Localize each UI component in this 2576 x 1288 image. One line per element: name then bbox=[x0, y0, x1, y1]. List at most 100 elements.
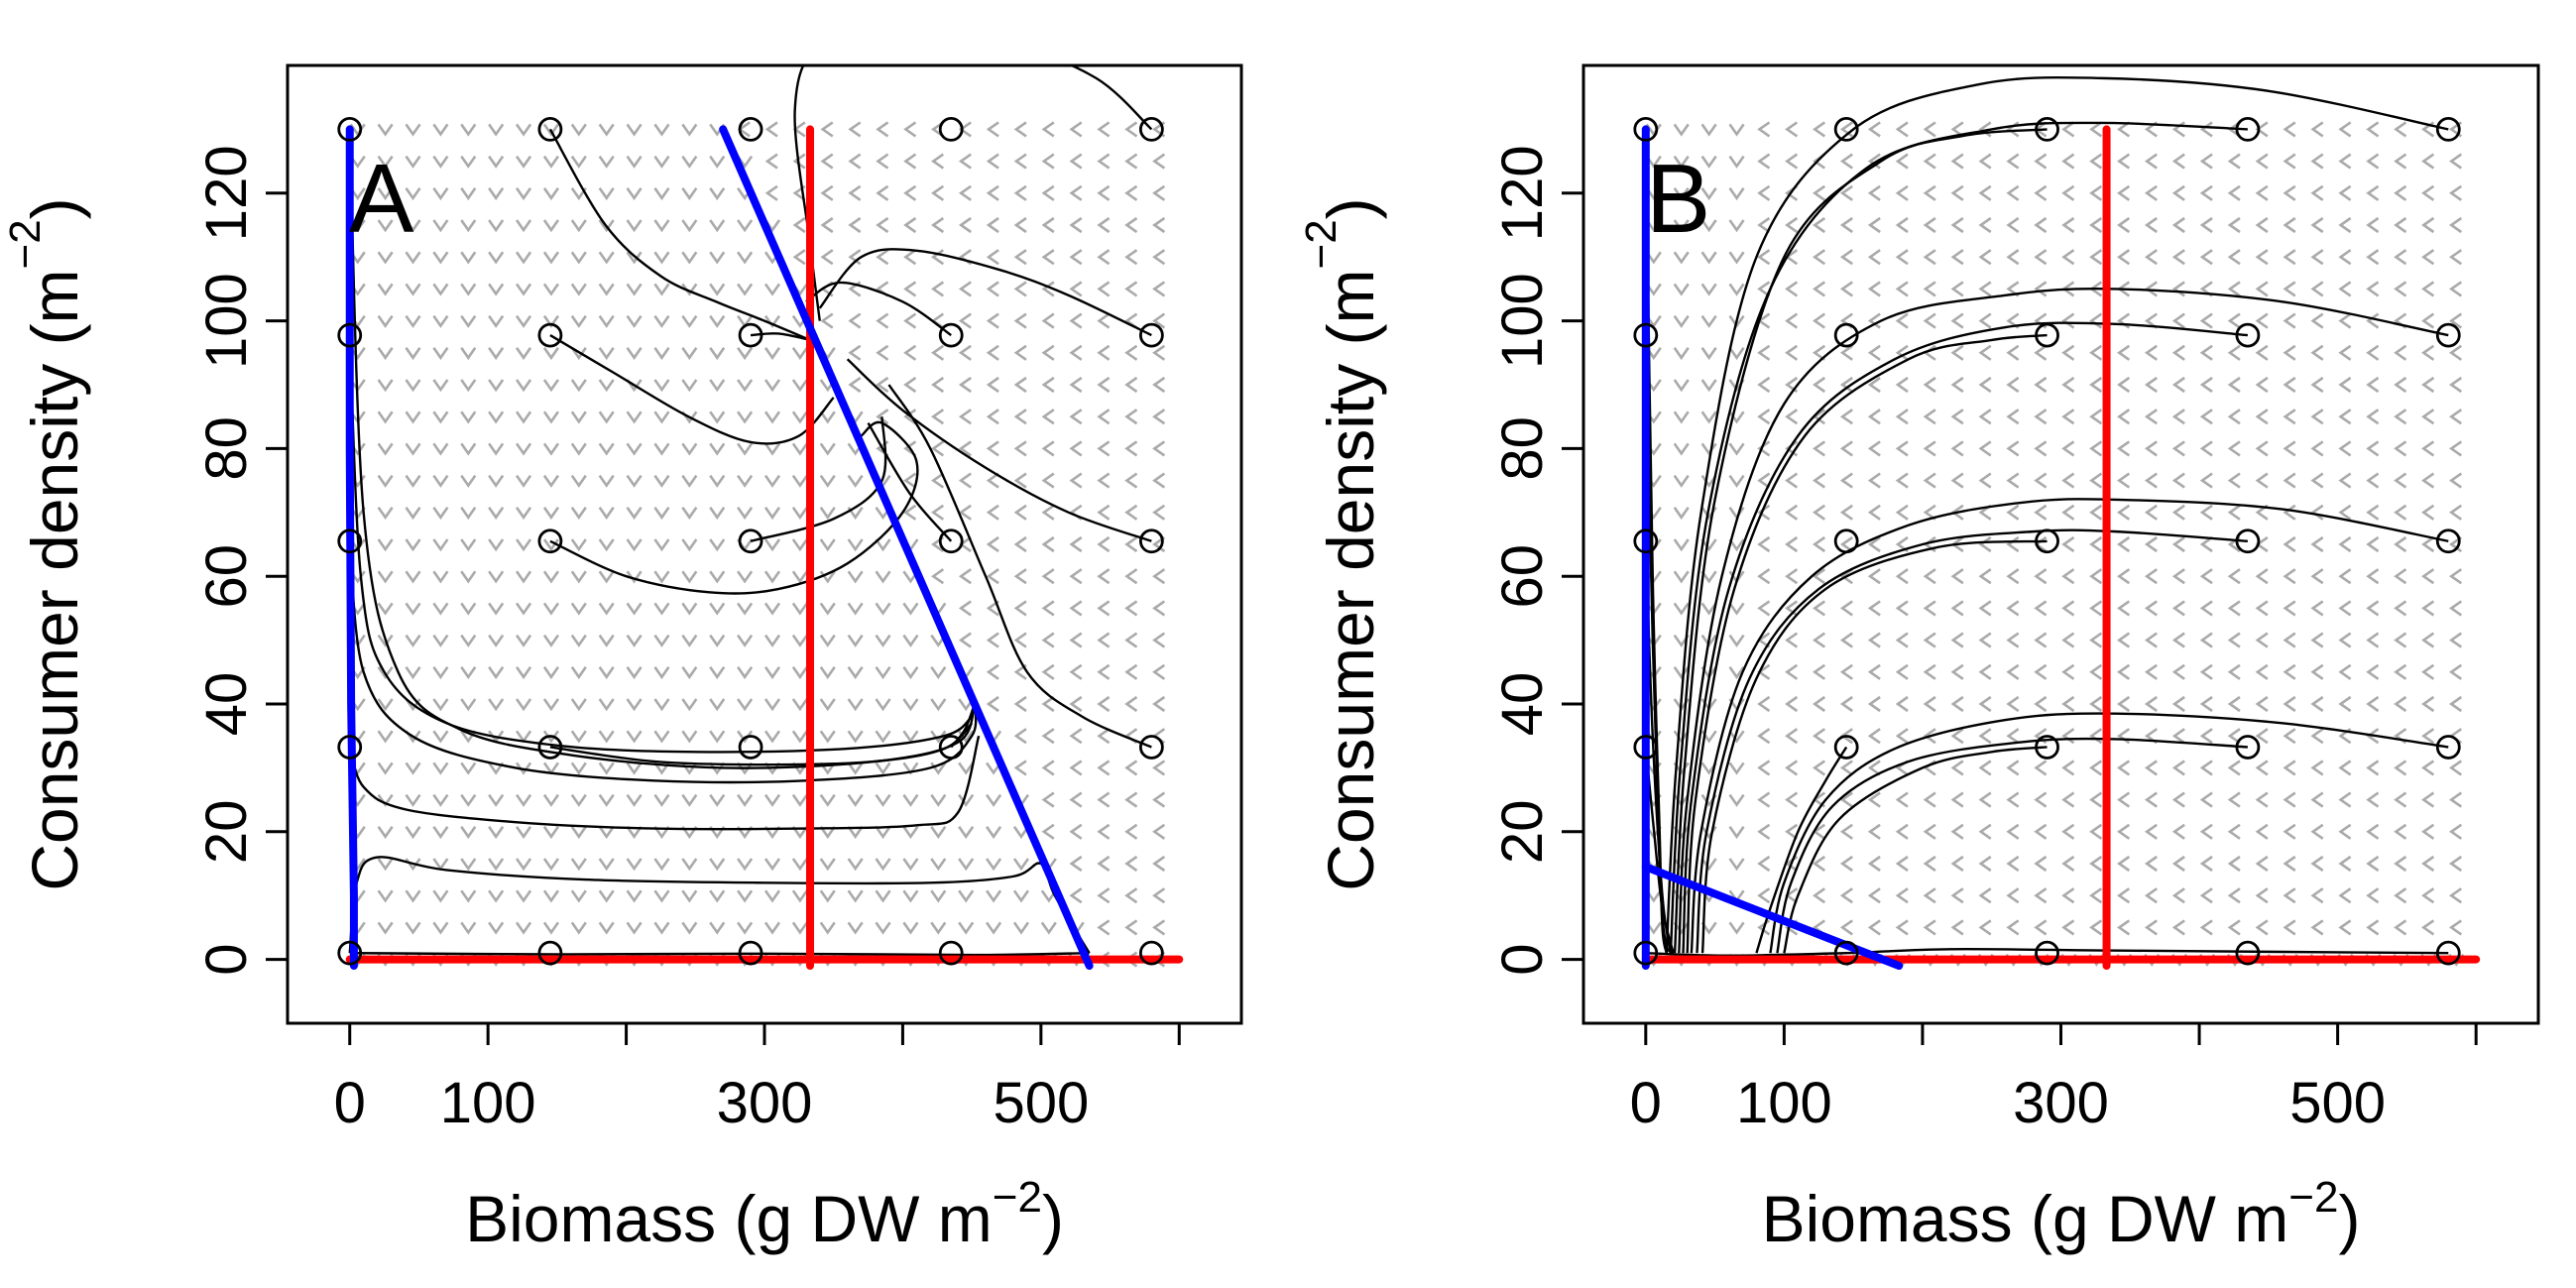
field-arrow bbox=[1839, 887, 1853, 904]
vector-field bbox=[1645, 121, 2465, 967]
field-arrow bbox=[542, 698, 559, 712]
field-arrow bbox=[2283, 409, 2296, 425]
field-arrow bbox=[1813, 568, 1826, 585]
field-arrow bbox=[488, 858, 505, 872]
field-arrow bbox=[1839, 376, 1853, 394]
field-arrow bbox=[791, 379, 808, 393]
field-arrow bbox=[819, 602, 836, 616]
field-arrow bbox=[488, 347, 505, 361]
field-arrow bbox=[2034, 823, 2048, 840]
field-arrow bbox=[432, 442, 449, 456]
field-arrow bbox=[2006, 409, 2020, 425]
field-arrow bbox=[653, 921, 670, 935]
field-arrow bbox=[626, 410, 643, 424]
field-arrow bbox=[626, 921, 643, 935]
field-arrow bbox=[819, 634, 836, 647]
field-arrow bbox=[1069, 535, 1083, 553]
field-arrow bbox=[1895, 663, 1909, 680]
field-arrow bbox=[1041, 344, 1055, 361]
start-point bbox=[2035, 322, 2059, 348]
field-arrow bbox=[1728, 314, 1745, 328]
field-arrow bbox=[1069, 632, 1083, 648]
field-arrow bbox=[570, 474, 587, 488]
field-arrow bbox=[709, 283, 726, 296]
field-arrow bbox=[626, 219, 643, 233]
field-arrow bbox=[488, 634, 505, 647]
field-arrow bbox=[903, 249, 917, 266]
consumer-nullcline bbox=[345, 125, 358, 971]
field-arrow bbox=[2449, 663, 2463, 680]
start-point bbox=[738, 940, 763, 966]
field-arrow bbox=[2144, 440, 2158, 457]
field-arrow bbox=[1978, 791, 1992, 808]
field-arrow bbox=[763, 666, 781, 680]
field-arrow bbox=[2034, 249, 2048, 266]
field-arrow bbox=[2421, 823, 2435, 840]
field-arrow bbox=[1124, 887, 1138, 904]
field-arrow bbox=[2394, 695, 2407, 713]
field-arrow bbox=[1978, 568, 1992, 585]
y-tick-label: 80 bbox=[194, 416, 259, 481]
field-arrow bbox=[2061, 695, 2075, 713]
y-axis-title: Consumer density (m−2) bbox=[1, 197, 92, 890]
field-arrow bbox=[405, 761, 421, 775]
field-arrow bbox=[377, 314, 394, 328]
field-arrow bbox=[2144, 184, 2158, 201]
field-arrow bbox=[460, 123, 477, 137]
field-arrow bbox=[1728, 761, 1745, 775]
field-arrow bbox=[1673, 347, 1690, 361]
field-arrow bbox=[2171, 535, 2185, 553]
field-arrow bbox=[2199, 600, 2213, 617]
field-arrow bbox=[1867, 153, 1881, 170]
field-arrow bbox=[1757, 472, 1771, 489]
field-arrow bbox=[405, 634, 421, 647]
field-arrow bbox=[1124, 695, 1138, 713]
field-arrow bbox=[681, 219, 698, 233]
field-arrow bbox=[653, 570, 670, 584]
field-arrow bbox=[1785, 663, 1799, 680]
nullclines bbox=[1641, 125, 2481, 971]
field-arrow bbox=[1813, 184, 1826, 201]
field-arrow bbox=[515, 921, 532, 935]
trajectory bbox=[950, 703, 977, 749]
field-arrow bbox=[791, 698, 808, 712]
field-arrow bbox=[1013, 695, 1027, 713]
field-arrow bbox=[2171, 791, 2185, 808]
field-arrow bbox=[958, 632, 972, 648]
field-arrow bbox=[1124, 791, 1138, 808]
field-arrow bbox=[986, 472, 999, 489]
field-arrow bbox=[1097, 695, 1111, 713]
field-arrow bbox=[2227, 600, 2241, 617]
trajectory bbox=[846, 358, 1152, 542]
field-arrow bbox=[1867, 695, 1881, 713]
start-point bbox=[537, 735, 563, 760]
field-arrow bbox=[1124, 121, 1138, 138]
field-arrow bbox=[709, 442, 726, 456]
field-arrow bbox=[2449, 344, 2463, 361]
field-arrow bbox=[2227, 249, 2241, 266]
field-arrow bbox=[847, 793, 864, 807]
field-arrow bbox=[1895, 344, 1909, 361]
field-arrow bbox=[1785, 344, 1799, 361]
field-arrow bbox=[2310, 376, 2324, 394]
field-arrow bbox=[2006, 376, 2020, 394]
field-arrow bbox=[2338, 791, 2352, 808]
field-arrow bbox=[2089, 695, 2103, 713]
field-arrow bbox=[1813, 600, 1826, 617]
field-arrow bbox=[432, 889, 449, 903]
field-arrow bbox=[709, 570, 726, 584]
field-arrow bbox=[1673, 666, 1690, 680]
field-arrow bbox=[1923, 121, 1936, 138]
field-arrow bbox=[515, 858, 532, 872]
field-arrow bbox=[2199, 249, 2213, 266]
field-arrow bbox=[405, 283, 421, 296]
field-arrow bbox=[542, 570, 559, 584]
field-arrow bbox=[2117, 344, 2131, 361]
field-arrow bbox=[791, 410, 808, 424]
field-arrow bbox=[876, 344, 889, 361]
start-point bbox=[2035, 116, 2059, 142]
field-arrow bbox=[598, 283, 615, 296]
field-arrow bbox=[1728, 826, 1745, 840]
field-arrow bbox=[1813, 121, 1826, 138]
field-arrow bbox=[791, 889, 808, 903]
